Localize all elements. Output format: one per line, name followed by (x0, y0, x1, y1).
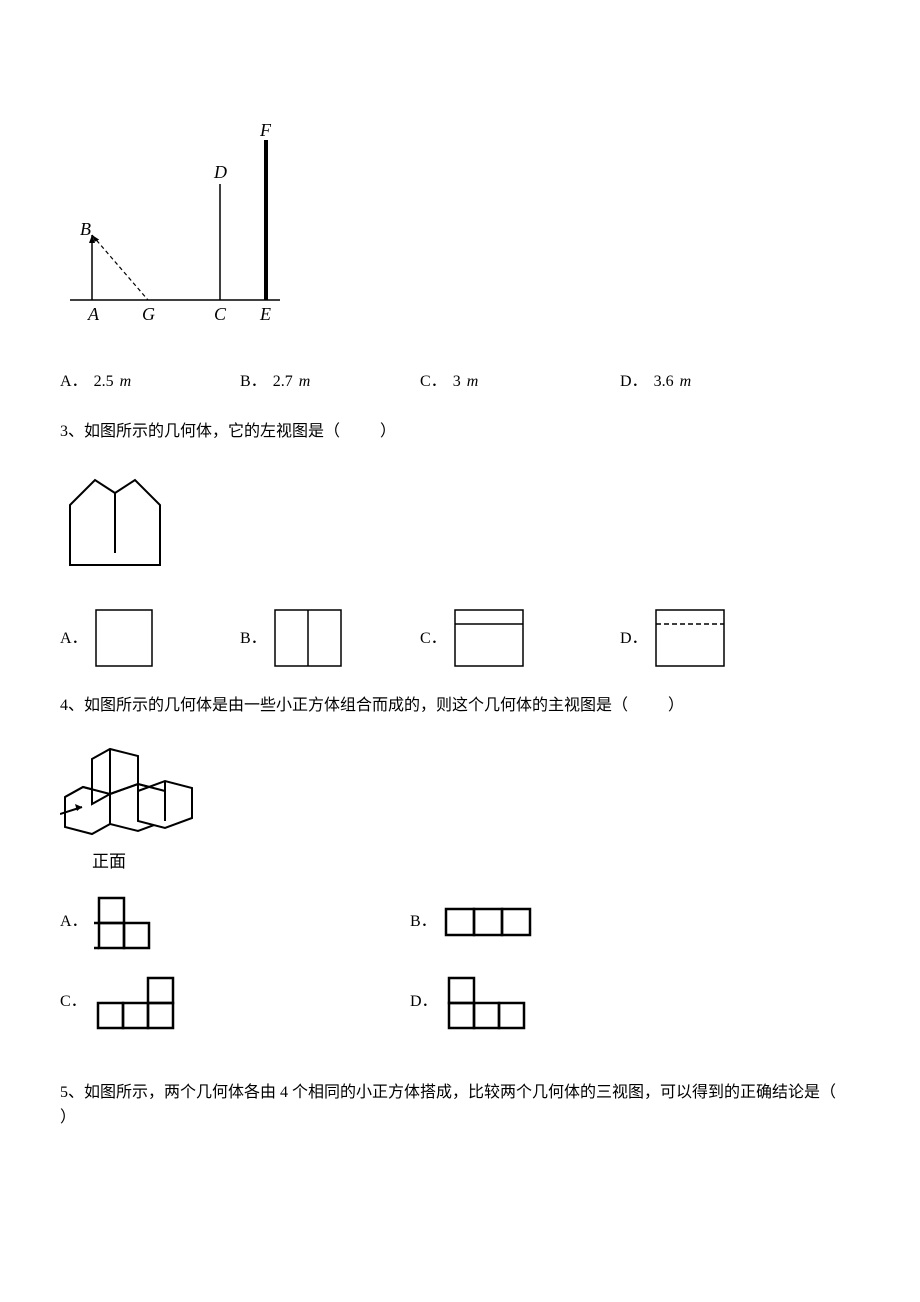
q5-text-end: ） (60, 1109, 76, 1126)
option-prefix: B． (240, 626, 267, 652)
q2-option-b[interactable]: B． 2.7 m (240, 369, 420, 395)
q2-options: A． 2.5m B． 2.7m C． 3m D． 3.6m (60, 369, 860, 395)
q4-shape-b-icon (443, 906, 538, 938)
q4-number: 4 (60, 697, 68, 714)
square-empty-icon (94, 608, 154, 668)
q2-option-a[interactable]: A． 2.5 m (60, 369, 240, 395)
q4-caption: 正面 (92, 848, 860, 875)
option-value: 3 (453, 369, 461, 395)
option-prefix: C． (420, 369, 447, 395)
square-vsplit-icon (273, 608, 343, 668)
option-prefix: D． (410, 989, 438, 1015)
option-value: 2.5 (94, 369, 114, 395)
option-prefix: B． (240, 369, 267, 395)
option-prefix: C． (420, 626, 447, 652)
q3-number: 3 (60, 423, 68, 440)
q4-shape-c-icon (93, 975, 188, 1030)
square-hsplit-icon (453, 608, 525, 668)
q4-option-d[interactable]: D． (410, 975, 760, 1030)
option-prefix: B． (410, 909, 437, 935)
q3-figure (60, 465, 860, 589)
option-unit: m (467, 369, 479, 395)
q2-svg: A B G C D E F (60, 120, 300, 340)
svg-text:B: B (80, 219, 91, 239)
q4-options: A． B． C． (60, 895, 860, 1055)
q4-text-end: ） (668, 697, 684, 714)
svg-text:G: G (142, 304, 155, 324)
q4-shape-a-icon (94, 895, 179, 950)
q3-question: 3、如图所示的几何体，它的左视图是（ ） (60, 419, 860, 445)
option-unit: m (299, 369, 311, 395)
q3-text-end: ） (380, 423, 396, 440)
option-value: 2.7 (273, 369, 293, 395)
svg-text:E: E (259, 304, 271, 324)
option-prefix: A． (60, 626, 88, 652)
q4-option-b[interactable]: B． (410, 895, 760, 950)
q4-shape-d-icon (444, 975, 539, 1030)
q4-text: 、如图所示的几何体是由一些小正方体组合而成的，则这个几何体的主视图是（ (68, 697, 628, 714)
q5-number: 5 (60, 1084, 68, 1101)
q4-option-a[interactable]: A． (60, 895, 410, 950)
option-prefix: C． (60, 989, 87, 1015)
q2-option-c[interactable]: C． 3m (420, 369, 620, 395)
q3-option-a[interactable]: A． (60, 608, 240, 668)
q2-option-d[interactable]: D． 3.6 m (620, 369, 800, 395)
option-prefix: A． (60, 369, 88, 395)
q4-question: 4、如图所示的几何体是由一些小正方体组合而成的，则这个几何体的主视图是（ ） (60, 693, 860, 719)
q4-figure: 正面 (60, 739, 860, 875)
option-unit: m (680, 369, 692, 395)
svg-text:C: C (214, 304, 227, 324)
option-value: 3.6 (654, 369, 674, 395)
q4-cubes-svg (60, 739, 200, 839)
option-prefix: A． (60, 909, 88, 935)
option-prefix: D． (620, 626, 648, 652)
option-unit: m (120, 369, 132, 395)
q3-prism-svg (60, 465, 170, 580)
q3-text: 、如图所示的几何体，它的左视图是（ (68, 423, 340, 440)
svg-text:D: D (213, 162, 227, 182)
q3-option-b[interactable]: B． (240, 608, 420, 668)
svg-text:F: F (259, 120, 272, 140)
square-hdashed-icon (654, 608, 726, 668)
q5-question: 5、如图所示，两个几何体各由 4 个相同的小正方体搭成，比较两个几何体的三视图，… (60, 1080, 860, 1131)
q2-diagram: A B G C D E F (60, 120, 860, 349)
option-prefix: D． (620, 369, 648, 395)
q3-option-c[interactable]: C． (420, 608, 620, 668)
q3-options: A． B． C． D． (60, 608, 860, 668)
svg-text:A: A (87, 304, 100, 324)
q5-text: 、如图所示，两个几何体各由 4 个相同的小正方体搭成，比较两个几何体的三视图，可… (68, 1084, 836, 1101)
q3-option-d[interactable]: D． (620, 608, 800, 668)
q4-option-c[interactable]: C． (60, 975, 410, 1030)
